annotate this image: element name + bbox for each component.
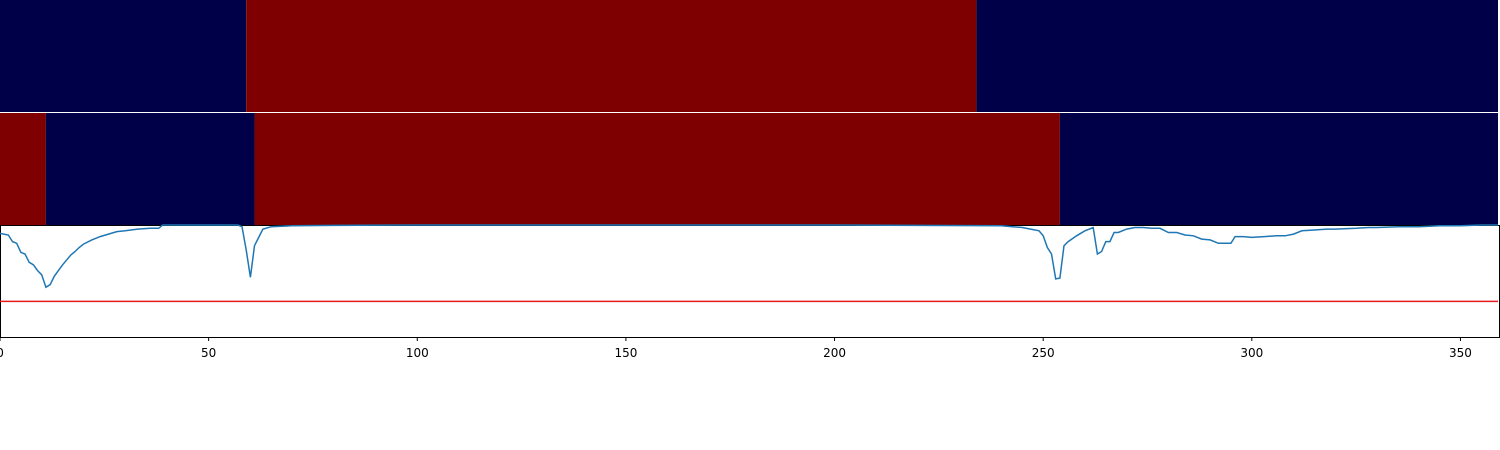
x-tick-label-50: 50 [201,346,216,360]
x-tick-label-150: 150 [614,346,637,360]
band-2-segment-4 [1059,113,1498,225]
line-panel-frame [0,225,1500,338]
x-tick-label-200: 200 [823,346,846,360]
band-2-segment-2 [45,113,255,225]
band-2-segment-3 [254,113,1060,225]
line-panel [0,224,1500,338]
series-line [0,224,1498,289]
x-tick-label-350: 350 [1449,346,1472,360]
band-1-segment-3 [976,0,1498,112]
band-1-segment-1 [0,0,247,112]
x-tick-label-250: 250 [1032,346,1055,360]
x-tick-label-300: 300 [1240,346,1263,360]
x-tick-label-100: 100 [406,346,429,360]
state-bands [0,0,1498,225]
state-band-1 [0,0,1498,112]
x-tick-label-0: 0 [0,346,4,360]
x-axis: 0 50 100 150 200 250 300 350 [0,337,1472,360]
state-band-2 [0,113,1498,225]
band-2-segment-1 [0,113,46,225]
band-1-segment-2 [246,0,977,112]
